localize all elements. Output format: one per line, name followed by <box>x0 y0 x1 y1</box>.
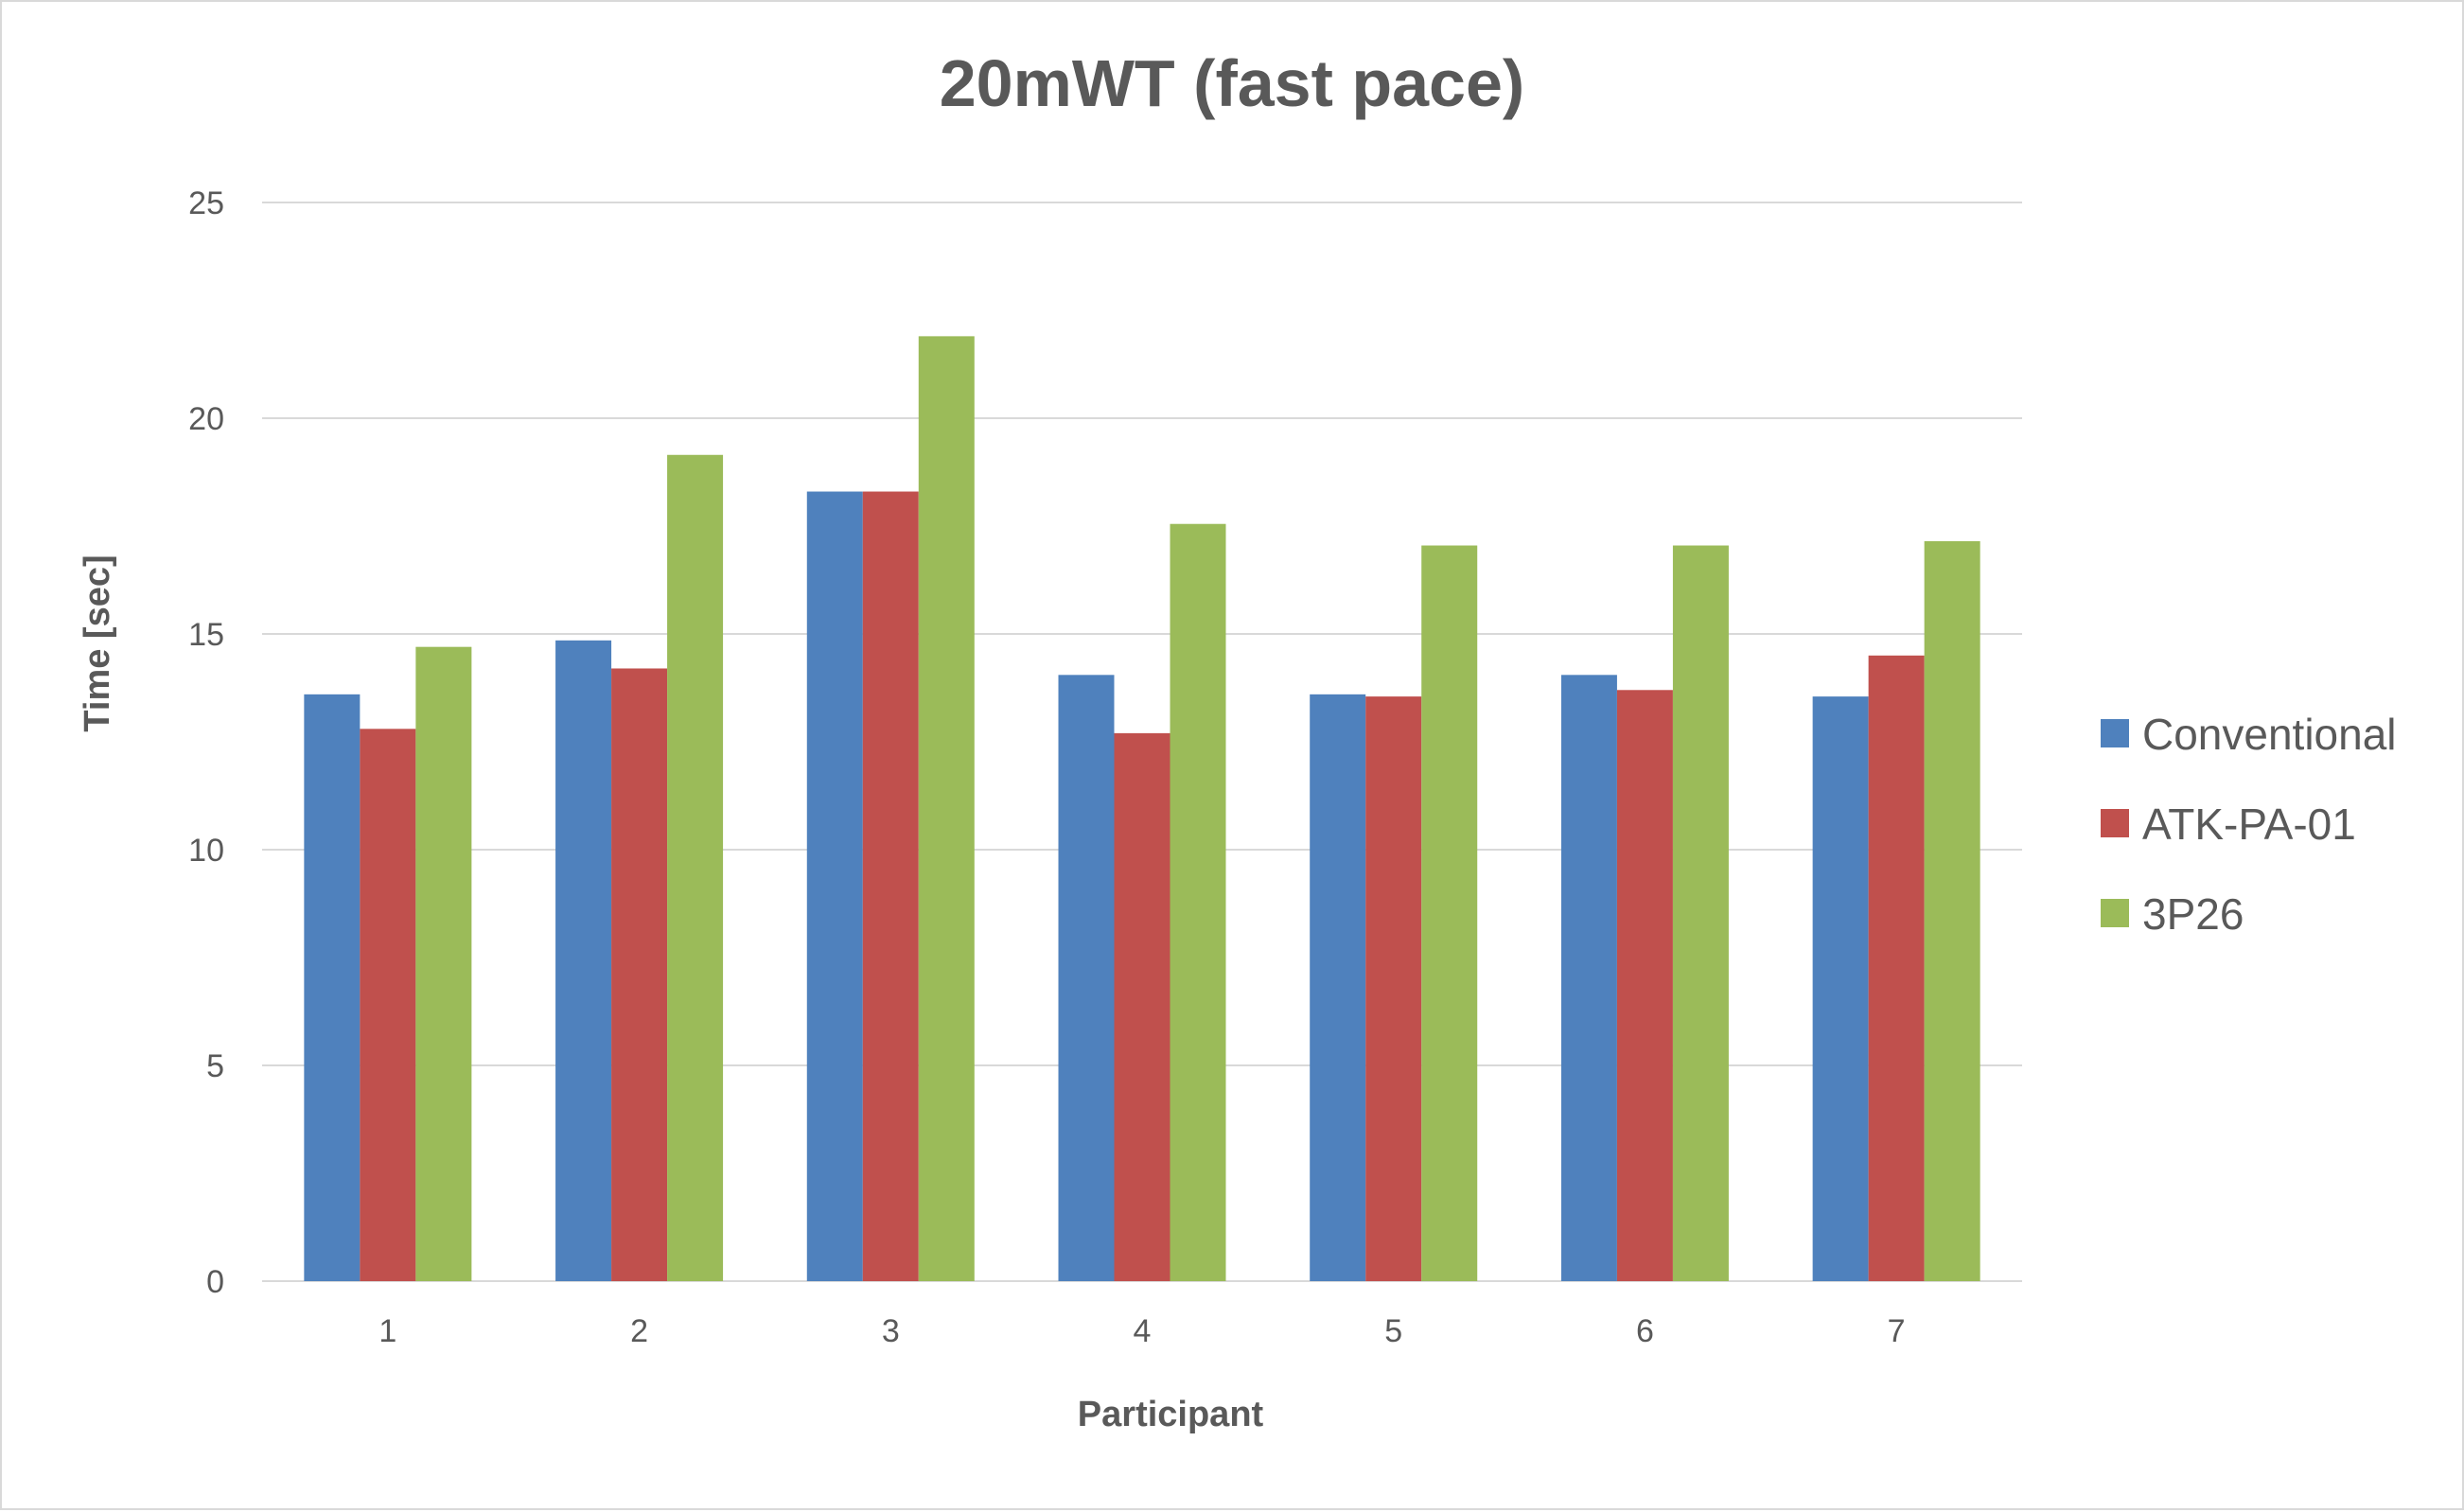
bar-conventional-4 <box>1058 675 1115 1281</box>
y-axis-title: Time [sec] <box>78 554 117 731</box>
legend-swatch <box>2101 809 2129 837</box>
bar-atk-pa-01-2 <box>611 668 668 1281</box>
legend: Conventional ATK-PA-01 3P26 <box>2101 710 2397 939</box>
bar-3p26-3 <box>918 336 975 1281</box>
y-tick-label: 0 <box>206 1264 224 1300</box>
x-tick-label: 3 <box>882 1313 900 1349</box>
y-tick-label: 10 <box>188 833 224 869</box>
x-tick-label: 6 <box>1636 1313 1654 1349</box>
y-tick-label: 20 <box>188 401 224 437</box>
x-tick-label: 4 <box>1134 1313 1152 1349</box>
y-axis-ticks: 0 5 10 15 20 25 <box>188 185 224 1300</box>
bar-atk-pa-01-3 <box>862 491 919 1281</box>
bar-3p26-1 <box>415 646 472 1281</box>
bar-conventional-2 <box>555 640 612 1281</box>
bar-conventional-5 <box>1310 694 1366 1281</box>
x-axis-title: Participant <box>1078 1395 1264 1434</box>
chart-title: 20mWT (fast pace) <box>940 46 1524 120</box>
bar-atk-pa-01-4 <box>1114 732 1170 1281</box>
x-tick-label: 7 <box>1888 1313 1906 1349</box>
legend-label: ATK-PA-01 <box>2142 800 2356 849</box>
legend-swatch <box>2101 899 2129 927</box>
legend-swatch <box>2101 719 2129 747</box>
y-tick-label: 25 <box>188 185 224 221</box>
bar-conventional-7 <box>1812 696 1869 1281</box>
y-tick-label: 5 <box>206 1048 224 1084</box>
bar-conventional-3 <box>806 491 863 1281</box>
bars <box>304 336 1980 1281</box>
bar-3p26-4 <box>1170 523 1226 1281</box>
bar-atk-pa-01-1 <box>360 729 416 1281</box>
x-tick-label: 1 <box>378 1313 396 1349</box>
bar-3p26-7 <box>1924 540 1980 1281</box>
bar-conventional-6 <box>1560 675 1617 1281</box>
bar-atk-pa-01-5 <box>1365 696 1422 1281</box>
bar-atk-pa-01-6 <box>1616 690 1673 1281</box>
x-tick-label: 5 <box>1384 1313 1402 1349</box>
bar-3p26-6 <box>1672 545 1729 1281</box>
bar-conventional-1 <box>304 694 361 1281</box>
legend-label: 3P26 <box>2142 889 2244 939</box>
x-axis-ticks: 1 2 3 4 5 6 7 <box>378 1313 1905 1349</box>
bar-3p26-5 <box>1421 545 1478 1281</box>
legend-label: Conventional <box>2142 710 2397 759</box>
x-tick-label: 2 <box>630 1313 648 1349</box>
bar-3p26-2 <box>667 454 724 1281</box>
y-tick-label: 15 <box>188 617 224 653</box>
bar-atk-pa-01-7 <box>1868 655 1925 1281</box>
